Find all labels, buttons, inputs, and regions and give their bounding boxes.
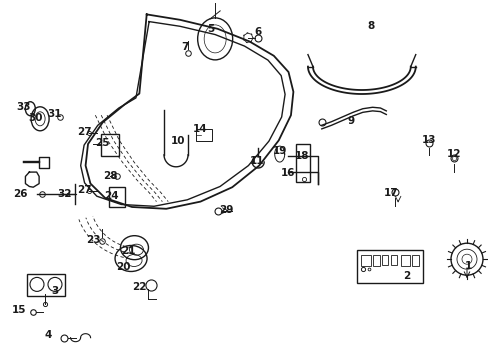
Bar: [411, 255, 418, 266]
Text: 8: 8: [366, 21, 373, 31]
Bar: [27, 274, 65, 296]
Text: 4: 4: [44, 330, 52, 340]
Bar: [196, 129, 212, 141]
Text: 17: 17: [383, 188, 398, 198]
Text: 2: 2: [403, 271, 409, 282]
Text: 16: 16: [281, 168, 295, 178]
Text: 30: 30: [28, 113, 42, 123]
Text: 27: 27: [77, 127, 91, 138]
Text: 14: 14: [193, 124, 207, 134]
Text: 15: 15: [11, 305, 26, 315]
Text: 20: 20: [116, 262, 130, 272]
Bar: [382, 255, 387, 265]
Text: 5: 5: [207, 24, 214, 34]
Bar: [109, 187, 125, 207]
Bar: [360, 255, 370, 266]
Bar: [356, 250, 422, 283]
Bar: [296, 144, 309, 183]
Bar: [101, 134, 118, 156]
Text: 22: 22: [132, 282, 146, 292]
Text: 6: 6: [254, 27, 261, 37]
Text: 12: 12: [446, 149, 460, 159]
Text: 13: 13: [421, 135, 436, 145]
Bar: [390, 255, 396, 265]
Text: 28: 28: [102, 171, 117, 181]
Text: 25: 25: [95, 138, 110, 148]
Bar: [372, 255, 379, 266]
Text: 23: 23: [85, 235, 100, 246]
Text: 18: 18: [294, 150, 309, 161]
Text: 3: 3: [51, 286, 58, 296]
Bar: [400, 255, 409, 266]
Text: 24: 24: [104, 191, 119, 201]
Text: 31: 31: [47, 109, 62, 120]
Text: 1: 1: [464, 261, 471, 271]
Text: 21: 21: [121, 246, 135, 256]
Text: 27: 27: [77, 185, 91, 195]
Text: 33: 33: [16, 102, 31, 112]
Text: 26: 26: [13, 189, 28, 199]
Text: 29: 29: [218, 204, 233, 215]
Text: 19: 19: [272, 146, 286, 156]
Text: 11: 11: [249, 156, 264, 166]
Text: 7: 7: [181, 42, 188, 52]
Text: 9: 9: [347, 116, 354, 126]
Text: 10: 10: [171, 136, 185, 146]
Text: 32: 32: [57, 189, 72, 199]
